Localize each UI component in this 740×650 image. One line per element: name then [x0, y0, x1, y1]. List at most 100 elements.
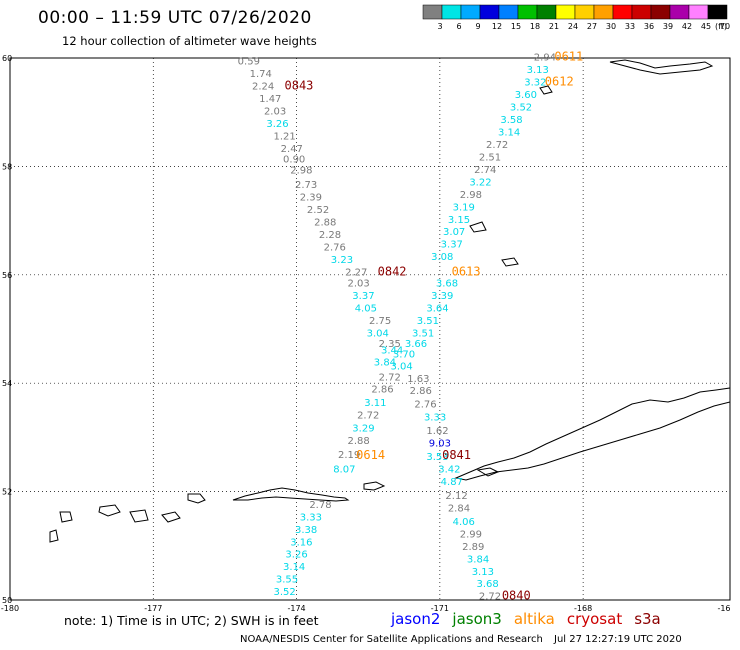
- colorbar-swatch: [707, 4, 728, 20]
- swh-value: 3.33: [300, 512, 322, 523]
- island-small-8: [476, 467, 500, 477]
- swh-value: 3.04: [391, 362, 413, 373]
- swh-value: 3.37: [352, 291, 374, 302]
- colorbar-tick-label: 36: [644, 22, 654, 31]
- swh-value: 2.27: [345, 267, 367, 278]
- swh-value: 3.44: [381, 345, 403, 356]
- swh-value: 2.72: [479, 591, 501, 602]
- note-text: note: 1) Time is in UTC; 2) SWH is in fe…: [64, 613, 319, 628]
- swh-value: 3.08: [431, 252, 453, 263]
- island-small-1: [187, 493, 206, 504]
- swh-value: 2.03: [264, 106, 286, 117]
- swh-value: 3.33: [424, 413, 446, 424]
- island-small-11: [539, 85, 553, 95]
- colorbar-swatch: [555, 4, 576, 20]
- island-small-5: [49, 529, 59, 543]
- swh-value: 2.19: [338, 450, 360, 461]
- swh-value: 1.21: [273, 131, 295, 142]
- swh-value: 2.88: [314, 217, 336, 228]
- aleutian-chain-east: [454, 387, 731, 481]
- swh-value: 8.07: [333, 465, 355, 476]
- colorbar-tick-label: 6: [456, 22, 461, 31]
- island-small-9: [469, 221, 487, 233]
- swh-value: 2.72: [379, 372, 401, 383]
- aleutian-chain-west: [232, 487, 350, 502]
- swh-value: 3.23: [331, 255, 353, 266]
- swh-value: 2.99: [460, 530, 482, 541]
- colorbar-swatch: [688, 4, 709, 20]
- colorbar-swatch: [498, 4, 519, 20]
- swh-value: 2.24: [252, 81, 274, 92]
- colorbar: 3 6 9 12 15 18 21 24 27 30 33 36 39 42 45 70(ft): [422, 4, 730, 31]
- colorbar-tick-label: 70: [720, 22, 730, 31]
- swh-value: 2.12: [445, 491, 467, 502]
- legend-item-altika: altika: [513, 610, 555, 628]
- legend-item-cryosat: cryosat: [566, 610, 623, 628]
- swh-value: 3.52: [273, 587, 295, 598]
- lat-tick-label: 54: [2, 379, 12, 388]
- lat-tick-label: 50: [2, 596, 12, 605]
- swh-value: 3.51: [412, 329, 434, 340]
- swh-value: 3.04: [367, 329, 389, 340]
- swh-value: 3.26: [285, 550, 307, 561]
- swh-value: 2.86: [410, 386, 432, 397]
- swh-value: 4.05: [355, 304, 377, 315]
- swh-value: 2.28: [319, 230, 341, 241]
- pass-time-label: 0843: [285, 78, 314, 92]
- credit-text: NOAA/NESDIS Center for Satellite Applica…: [240, 634, 543, 645]
- island-small-2: [98, 504, 121, 517]
- swh-value: 2.72: [357, 410, 379, 421]
- swh-value: 3.53: [426, 452, 448, 463]
- swh-value: 4.87: [441, 477, 463, 488]
- colorbar-swatch: [460, 4, 481, 20]
- pass-time-label: 0613: [452, 264, 481, 278]
- swh-value: 3.29: [352, 423, 374, 434]
- colorbar-swatch: [631, 4, 652, 20]
- colorbar-tick-label: 42: [682, 22, 692, 31]
- colorbar-swatch: [422, 4, 443, 20]
- legend-item-jason3: jason3: [452, 610, 502, 628]
- colorbar-tick-label: 39: [663, 22, 673, 31]
- swh-value: 3.52: [510, 103, 532, 114]
- swh-value: 3.60: [515, 90, 537, 101]
- swh-value: 9.03: [429, 439, 451, 450]
- lat-tick-label: 52: [2, 488, 12, 497]
- swh-value: 1.62: [426, 426, 448, 437]
- swh-value: 3.11: [364, 398, 386, 409]
- map-frame: [9, 57, 731, 601]
- island-small-10: [501, 257, 519, 267]
- swh-value: 3.26: [266, 119, 288, 130]
- lon-tick-label: -180: [1, 604, 19, 613]
- swh-value: 3.13: [472, 567, 494, 578]
- swh-value: 3.39: [431, 291, 453, 302]
- swh-value: 2.86: [371, 384, 393, 395]
- colorbar-tick-label: 12: [492, 22, 502, 31]
- swh-value: 2.03: [348, 279, 370, 290]
- map-title: 00:00 – 11:59 UTC 07/26/2020: [38, 8, 312, 28]
- swh-value: 3.38: [295, 525, 317, 536]
- swh-value: 3.15: [448, 215, 470, 226]
- swh-value: 2.98: [460, 190, 482, 201]
- swh-value: 3.16: [290, 537, 312, 548]
- swh-value: 3.07: [443, 227, 465, 238]
- colorbar-swatch: [669, 4, 690, 20]
- colorbar-tick-label: 33: [625, 22, 635, 31]
- colorbar-tick-label: 21: [549, 22, 559, 31]
- pass-time-labels: 0843 0842 0841 0840 0611 0612 0613 0614: [285, 50, 584, 603]
- swh-value: 3.66: [405, 339, 427, 350]
- legend-item-s3a: s3a: [634, 610, 661, 628]
- swh-value: 3.32: [524, 78, 546, 89]
- swh-value: 0.59: [238, 57, 260, 68]
- swh-value: 3.19: [453, 202, 475, 213]
- swh-value: 2.39: [300, 193, 322, 204]
- timestamp-text: Jul 27 12:27:19 UTC 2020: [554, 634, 682, 645]
- swh-value: 2.52: [307, 205, 329, 216]
- swh-value: 1.47: [259, 94, 281, 105]
- swh-value: 2.88: [348, 436, 370, 447]
- colorbar-swatch: [574, 4, 595, 20]
- colorbar-swatch: [441, 4, 462, 20]
- legend-item-jason2: jason2: [391, 610, 441, 628]
- swh-value: 2.75: [369, 316, 391, 327]
- lat-tick-label: 60: [2, 54, 12, 63]
- swh-value: 2.74: [474, 165, 496, 176]
